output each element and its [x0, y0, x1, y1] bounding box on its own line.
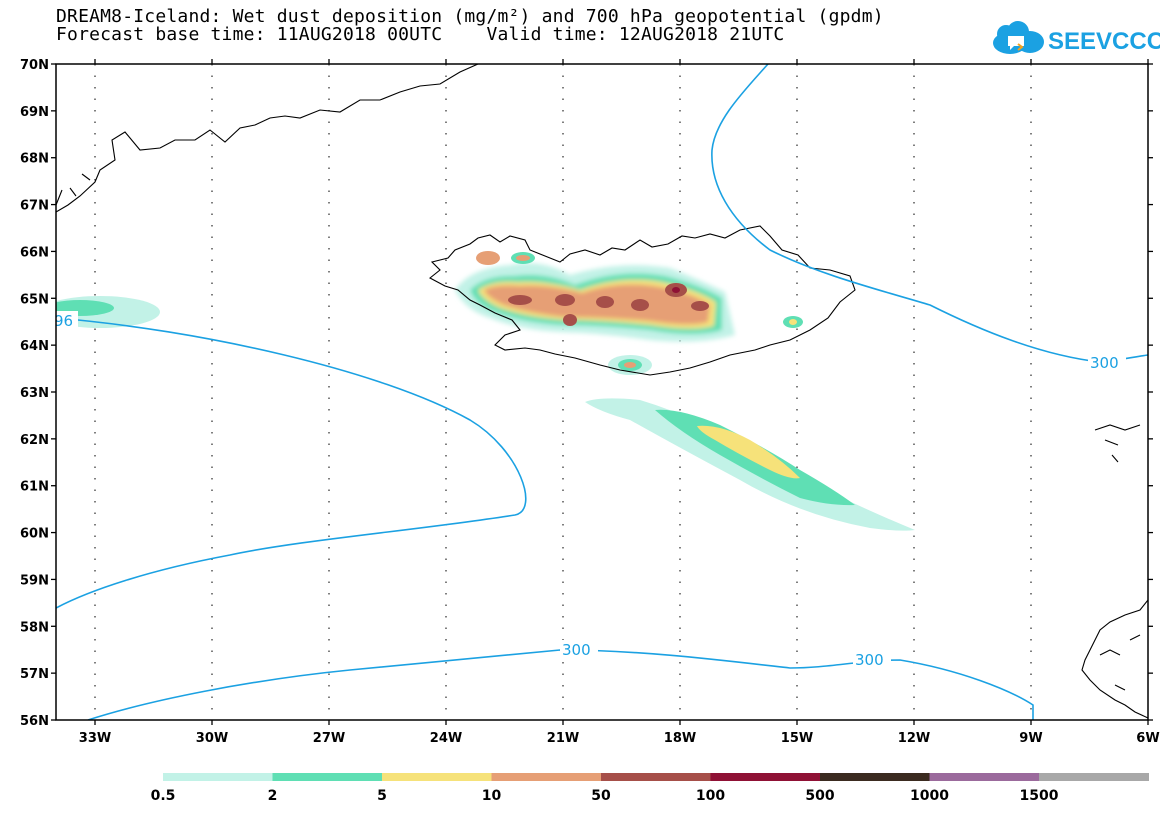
- lat-label: 59N: [20, 573, 49, 588]
- colorbar: 0.5 2 5 10 50 100 500 1000 1500: [151, 773, 1149, 804]
- lat-label: 57N: [20, 667, 49, 682]
- map-frame: [55, 63, 1149, 721]
- lon-label: 33W: [79, 731, 111, 746]
- lat-label: 60N: [20, 527, 49, 542]
- lat-label: 65N: [20, 292, 49, 307]
- lon-label: 30W: [196, 731, 228, 746]
- colorbar-swatch: [820, 773, 930, 781]
- contour-label: 300: [562, 641, 591, 659]
- colorbar-label: 500: [805, 788, 834, 804]
- lon-label: 21W: [547, 731, 579, 746]
- lon-label: 27W: [313, 731, 345, 746]
- lat-label: 62N: [20, 433, 49, 448]
- contour-labels: 96 300 300 300: [54, 311, 1126, 670]
- lat-label: 66N: [20, 245, 49, 260]
- lat-label: 63N: [20, 386, 49, 401]
- colorbar-swatch: [382, 773, 492, 781]
- logo-text: SEEVCCC: [1048, 28, 1160, 55]
- axis-ticks: 70N 69N 68N 67N 66N 65N 64N 63N 62N 61N 60N 59N 58N 5…: [20, 58, 1160, 746]
- dust-deposition-field: [56, 251, 915, 531]
- seevccc-logo: SEEVCCC: [990, 18, 1164, 62]
- lon-label: 24W: [430, 731, 462, 746]
- coastlines: [56, 64, 1148, 719]
- colorbar-swatch: [163, 773, 273, 781]
- map-subtitle: Forecast base time: 11AUG2018 00UTC Vali…: [56, 24, 785, 45]
- map-title: DREAM8-Iceland: Wet dust deposition (mg/…: [56, 6, 884, 27]
- contour-label: 96: [54, 312, 73, 330]
- lon-label: 6W: [1136, 731, 1159, 746]
- lat-label: 70N: [20, 58, 49, 73]
- lat-label: 68N: [20, 152, 49, 167]
- colorbar-label: 0.5: [151, 788, 176, 804]
- colorbar-swatch: [601, 773, 711, 781]
- colorbar-label: 100: [696, 788, 725, 804]
- colorbar-label: 10: [482, 788, 502, 804]
- colorbar-label: 1000: [910, 788, 949, 804]
- lat-label: 61N: [20, 480, 49, 495]
- colorbar-swatch: [710, 773, 821, 781]
- lat-label: 58N: [20, 620, 49, 635]
- colorbar-label: 5: [377, 788, 387, 804]
- lat-label: 69N: [20, 105, 49, 120]
- colorbar-label: 2: [268, 788, 278, 804]
- lon-label: 12W: [898, 731, 930, 746]
- geopotential-contours: [56, 64, 1148, 720]
- colorbar-label: 1500: [1020, 788, 1059, 804]
- gridlines: [94, 64, 1032, 720]
- contour-label: 300: [855, 651, 884, 669]
- contour-label: 300: [1090, 354, 1119, 372]
- colorbar-swatch: [491, 773, 602, 781]
- lon-label: 9W: [1019, 731, 1042, 746]
- colorbar-swatch: [929, 773, 1040, 781]
- lat-label: 56N: [20, 714, 49, 729]
- colorbar-swatch: [272, 773, 383, 781]
- lat-label: 67N: [20, 199, 49, 214]
- cloud-icon: [993, 21, 1044, 54]
- colorbar-label: 50: [591, 788, 611, 804]
- lon-label: 18W: [664, 731, 696, 746]
- lon-label: 15W: [781, 731, 813, 746]
- colorbar-swatch: [1039, 773, 1149, 781]
- lat-label: 64N: [20, 339, 49, 354]
